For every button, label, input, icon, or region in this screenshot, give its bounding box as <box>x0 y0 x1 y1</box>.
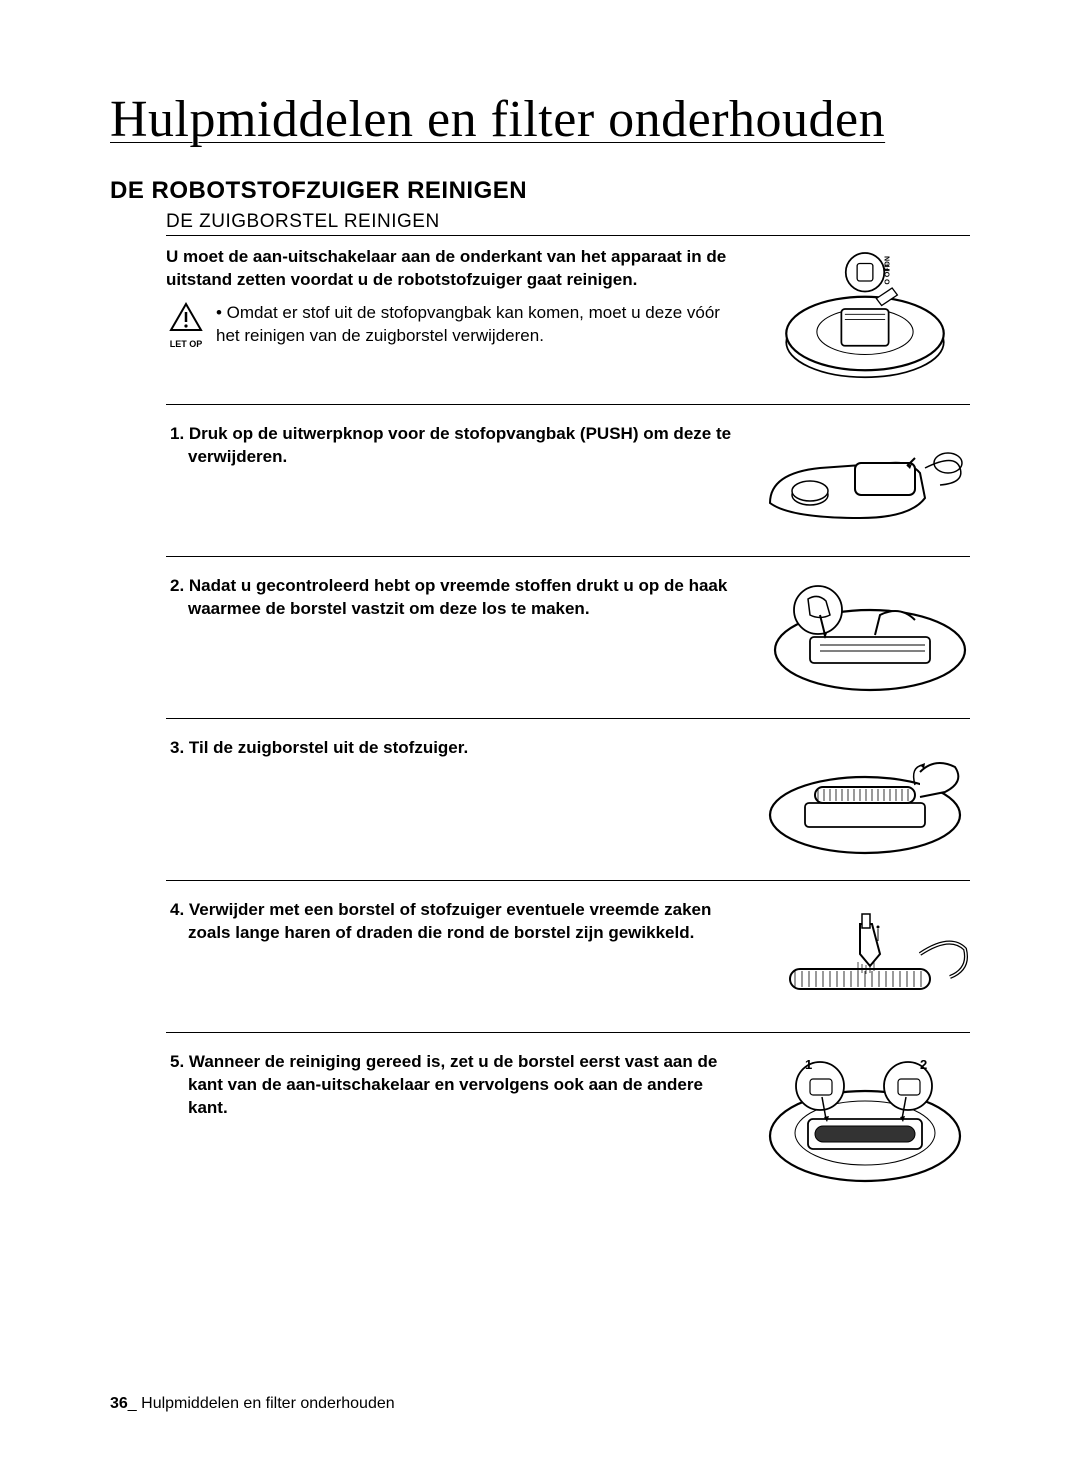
step-2-text: 2. Nadat u gecontroleerd hebt op vreemde… <box>184 575 742 621</box>
footer-page-number: 36 <box>110 1395 128 1412</box>
intro-left: U moet de aan-uitschakelaar aan de onder… <box>166 246 742 386</box>
intro-warning-text: U moet de aan-uitschakelaar aan de onder… <box>166 246 742 292</box>
footer-text: _ Hulpmiddelen en filter onderhouden <box>128 1395 395 1412</box>
sub-heading: DE ZUIGBORSTEL REINIGEN <box>166 211 970 233</box>
page-title: Hulpmiddelen en filter onderhouden <box>110 90 970 149</box>
step5-badge-1: 1 <box>805 1057 812 1072</box>
step-5-illustration: 1 2 <box>760 1051 970 1196</box>
caution-row: LET OP • Omdat er stof uit de stofopvang… <box>166 302 742 349</box>
intro-block: U moet de aan-uitschakelaar aan de onder… <box>166 246 970 386</box>
step-3-illustration <box>760 737 970 862</box>
step-2-illustration <box>760 575 970 700</box>
content-area: U moet de aan-uitschakelaar aan de onder… <box>166 246 970 1196</box>
caution-bullet-text: • Omdat er stof uit de stofopvangbak kan… <box>216 302 742 348</box>
step-5: 5. Wanneer de reiniging gereed is, zet u… <box>166 1032 970 1196</box>
step-4: 4. Verwijder met een borstel of stofzuig… <box>166 880 970 1014</box>
section-heading: DE ROBOTSTOFZUIGER REINIGEN <box>110 177 970 205</box>
caution-label: LET OP <box>166 339 206 349</box>
sub-heading-row: DE ZUIGBORSTEL REINIGEN <box>166 211 970 236</box>
step-3-text: 3. Til de zuigborstel uit de stofzuiger. <box>184 737 742 760</box>
step-4-illustration <box>760 899 970 1014</box>
step-1-illustration <box>760 423 970 538</box>
caution-icon-wrap: LET OP <box>166 302 206 349</box>
step5-badge-2: 2 <box>920 1057 927 1072</box>
step-1: 1. Druk op de uitwerpknop voor de stofop… <box>166 404 970 538</box>
intro-illustration: I ON O OFF <box>760 246 970 386</box>
step-5-text: 5. Wanneer de reiniging gereed is, zet u… <box>184 1051 742 1120</box>
switch-off-label: O OFF <box>885 262 892 284</box>
warning-icon <box>169 302 203 332</box>
step-4-text: 4. Verwijder met een borstel of stofzuig… <box>184 899 742 945</box>
step-1-text: 1. Druk op de uitwerpknop voor de stofop… <box>184 423 742 469</box>
page-footer: 36_ Hulpmiddelen en filter onderhouden <box>110 1395 395 1413</box>
step-3: 3. Til de zuigborstel uit de stofzuiger. <box>166 718 970 862</box>
step-2: 2. Nadat u gecontroleerd hebt op vreemde… <box>166 556 970 700</box>
